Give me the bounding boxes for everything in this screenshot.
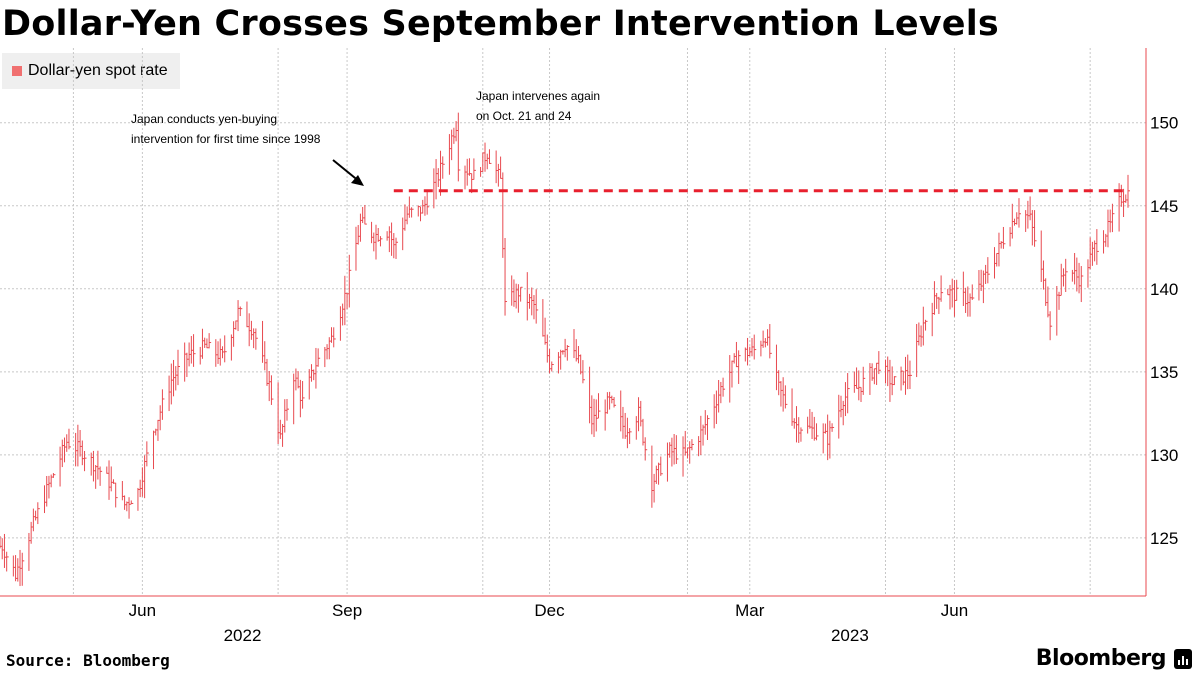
x-tick-label: Mar <box>735 601 765 620</box>
x-year-label: 2022 <box>224 626 262 645</box>
brand-logo: Bloomberg <box>1035 646 1167 671</box>
legend-swatch <box>12 66 22 76</box>
terminal-icon <box>1174 649 1192 669</box>
y-tick-label: 135 <box>1150 363 1178 382</box>
x-tick-label: Sep <box>332 601 362 620</box>
annotation-line: Japan conducts yen-buying <box>131 112 278 126</box>
annotation-line: Japan intervenes again <box>476 89 601 103</box>
y-tick-label: 145 <box>1150 197 1178 216</box>
annotation-line: intervention for first time since 1998 <box>131 132 321 146</box>
annotation-second-intervention: Japan intervenes again on Oct. 21 and 24 <box>476 86 600 126</box>
x-tick-label: Jun <box>941 601 968 620</box>
annotation-first-intervention: Japan conducts yen-buying intervention f… <box>131 109 320 149</box>
annotation-arrow-head <box>351 175 364 186</box>
y-tick-label: 140 <box>1150 280 1178 299</box>
x-year-label: 2023 <box>831 626 869 645</box>
y-tick-label: 150 <box>1150 114 1178 133</box>
x-tick-label: Jun <box>129 601 156 620</box>
y-tick-label: 130 <box>1150 446 1178 465</box>
y-tick-label: 125 <box>1150 529 1178 548</box>
legend-label: Dollar-yen spot rate <box>28 62 168 79</box>
annotation-line: on Oct. 21 and 24 <box>476 109 572 123</box>
legend: Dollar-yen spot rate <box>2 53 180 89</box>
source-note: Source: Bloomberg <box>6 651 170 670</box>
x-tick-label: Dec <box>534 601 565 620</box>
chart-title: Dollar-Yen Crosses September Interventio… <box>2 4 999 44</box>
